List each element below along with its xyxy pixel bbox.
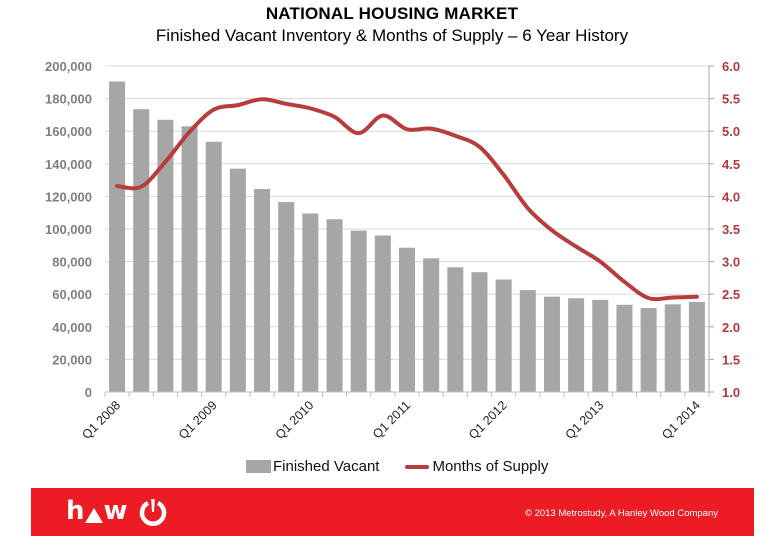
x-axis-ticks: Q1 2008 Q1 2009 Q1 2010 Q1 2011 Q1 2012 Q1 20… (79, 392, 710, 442)
bar (592, 299, 609, 392)
legend-swatch-finished-vacant (246, 460, 271, 473)
line-series-months-of-supply (115, 97, 699, 302)
x-axis-tick-label: Q1 2008 (79, 398, 123, 442)
bar (447, 267, 464, 392)
bar (350, 230, 367, 392)
left-axis-tick-label: 80,000 (52, 255, 92, 270)
bar (543, 296, 560, 392)
axes (105, 65, 714, 393)
power-logo-icon (139, 499, 167, 527)
bar (399, 247, 415, 392)
bar (640, 308, 657, 392)
right-axis-tick-label: 4.5 (722, 157, 740, 172)
bar (688, 302, 705, 392)
bar (254, 189, 271, 392)
triangle-icon (84, 508, 103, 523)
bar (157, 119, 174, 392)
left-axis-tick-label: 160,000 (45, 124, 92, 139)
right-axis-ticks: 1.0 1.5 2.0 2.5 3.0 3.5 4.0 4.5 5.0 5.5 6.0 (722, 59, 740, 400)
x-axis-tick-label: Q1 2010 (273, 398, 317, 442)
bar (374, 235, 391, 392)
x-axis-tick-label: Q1 2009 (176, 398, 220, 442)
combo-chart: 0 20,000 40,000 60,000 80,000 100,000 120,000 1… (45, 59, 740, 442)
right-axis-tick-label: 1.0 (722, 385, 740, 400)
chart-subtitle: Finished Vacant Inventory & Months of Su… (155, 26, 629, 45)
left-axis-tick-label: 140,000 (45, 157, 92, 172)
left-axis-tick-label: 20,000 (52, 352, 92, 367)
legend: Finished Vacant Months of Supply (246, 458, 548, 475)
right-axis-tick-label: 2.5 (722, 287, 740, 302)
bar (133, 109, 150, 392)
right-axis-tick-label: 5.0 (722, 124, 740, 139)
left-axis-tick-label: 120,000 (45, 189, 92, 204)
copyright-text: © 2013 Metrostudy, A Hanley Wood Company (524, 508, 718, 519)
left-axis-tick-label: 40,000 (52, 320, 92, 335)
right-axis-tick-label: 6.0 (722, 59, 740, 74)
right-axis-tick-label: 3.0 (722, 255, 740, 270)
right-axis-tick-label: 4.0 (722, 189, 740, 204)
left-axis-tick-label: 60,000 (52, 287, 92, 302)
bar (495, 279, 512, 392)
bar (109, 81, 126, 393)
legend-swatch-months-of-supply (405, 464, 430, 469)
x-axis-tick-label: Q1 2011 (370, 398, 413, 441)
bar (302, 213, 319, 392)
bar (519, 290, 536, 392)
bar (326, 219, 343, 392)
right-axis-tick-label: 5.5 (722, 92, 740, 107)
legend-label-finished-vacant: Finished Vacant (273, 458, 380, 475)
left-axis-ticks: 0 20,000 40,000 60,000 80,000 100,000 120,000 1… (45, 59, 92, 400)
bar (471, 272, 488, 392)
bar (278, 202, 295, 392)
bar (181, 126, 198, 392)
chart-title: NATIONAL HOUSING MARKET (265, 4, 519, 23)
left-axis-tick-label: 180,000 (45, 92, 92, 107)
bar (616, 304, 633, 392)
left-axis-tick-label: 0 (85, 385, 92, 400)
bar (423, 258, 440, 392)
x-axis-tick-label: Q1 2013 (563, 398, 607, 442)
bar-series-finished-vacant (109, 81, 705, 393)
legend-label-months-of-supply: Months of Supply (432, 458, 549, 475)
bar (568, 298, 585, 392)
x-axis-tick-label: Q1 2014 (659, 398, 703, 442)
right-axis-tick-label: 3.5 (722, 222, 740, 237)
gridlines (105, 65, 709, 360)
bar (229, 168, 246, 392)
left-axis-tick-label: 200,000 (45, 59, 92, 74)
bar (205, 141, 222, 392)
x-axis-tick-label: Q1 2012 (466, 398, 510, 442)
right-axis-tick-label: 2.0 (722, 320, 740, 335)
bar (664, 304, 681, 392)
left-axis-tick-label: 100,000 (45, 222, 92, 237)
right-axis-tick-label: 1.5 (722, 352, 740, 367)
